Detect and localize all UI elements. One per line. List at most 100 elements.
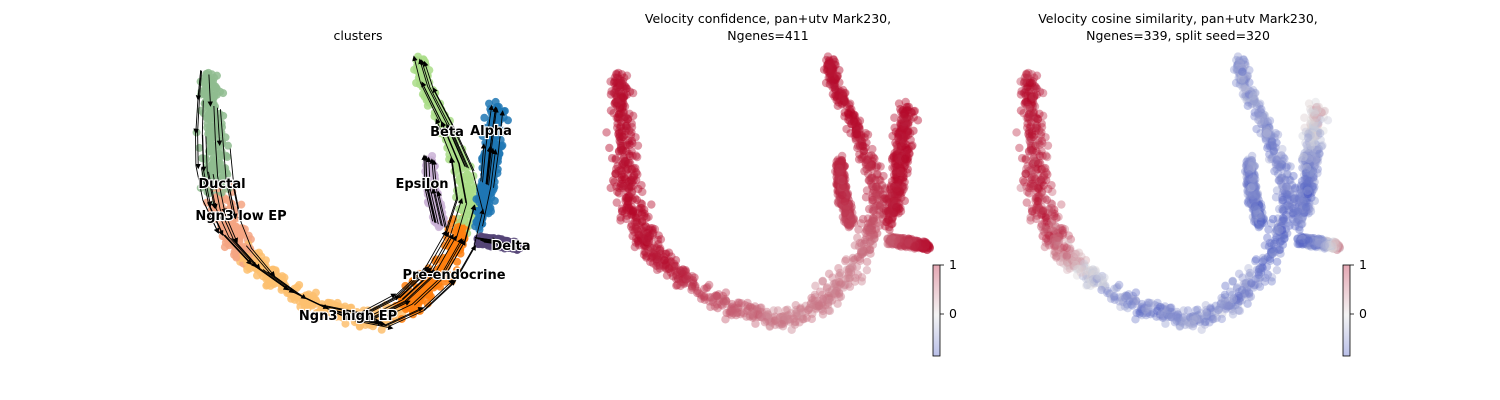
confidence-point: [843, 108, 853, 118]
cosine-point: [1197, 325, 1206, 334]
streamline: [440, 121, 467, 204]
cell-point: [435, 282, 444, 291]
confidence-point: [818, 290, 827, 300]
cell-point: [487, 242, 496, 251]
colorbar-2: 1 0: [932, 257, 957, 357]
confidence-point: [611, 97, 620, 107]
panel-velocity-cosine-similarity: Velocity cosine similarity, pan+utv Mark…: [1012, 11, 1367, 357]
cell-point: [214, 159, 223, 168]
confidence-point: [614, 78, 623, 87]
confidence-point: [796, 305, 806, 314]
cell-point: [238, 226, 247, 235]
cell-point: [423, 101, 432, 110]
streamline: [320, 293, 397, 314]
cell-point: [223, 153, 232, 162]
streamline: [423, 280, 456, 311]
cosine-point: [1047, 180, 1056, 190]
cell-point: [222, 195, 231, 204]
cell-point: [484, 133, 493, 142]
cell-point: [303, 304, 312, 313]
confidence-point: [863, 160, 873, 169]
confidence-point: [611, 90, 620, 100]
confidence-point: [634, 205, 643, 214]
confidence-point: [687, 285, 696, 295]
streamline: [370, 270, 438, 319]
streamline: [436, 190, 448, 229]
confidence-point: [870, 154, 879, 163]
cell-point: [224, 205, 233, 214]
confidence-point: [616, 216, 625, 225]
confidence-point: [620, 208, 629, 218]
confidence-point: [831, 279, 841, 289]
confidence-point: [790, 318, 799, 327]
cell-point: [453, 257, 462, 266]
confidence-point: [631, 175, 641, 185]
confidence-point: [645, 231, 655, 240]
cell-point: [215, 151, 224, 160]
confidence-point: [859, 239, 869, 249]
cell-point: [491, 97, 500, 106]
streamline: [445, 123, 466, 167]
confidence-point: [889, 152, 898, 162]
streamline: [229, 148, 243, 223]
confidence-point: [869, 186, 878, 195]
confidence-point: [854, 122, 864, 131]
confidence-point: [870, 234, 879, 244]
confidence-point: [605, 143, 614, 153]
confidence-point: [678, 277, 688, 286]
confidence-point: [672, 281, 681, 290]
confidence-point: [647, 200, 656, 209]
confidence-point: [905, 129, 915, 138]
confidence-point: [865, 227, 874, 237]
confidence-point: [828, 67, 837, 77]
confidence-point: [622, 140, 631, 150]
confidence-point: [831, 60, 840, 70]
confidence-point: [850, 254, 860, 264]
confidence-point: [638, 187, 647, 197]
confidence-point: [751, 319, 760, 328]
confidence-point: [637, 217, 647, 226]
confidence-point: [862, 138, 871, 147]
confidence-point: [618, 182, 628, 191]
streamline: [475, 237, 518, 248]
cluster-label-beta: Beta: [430, 125, 464, 140]
cell-point: [217, 131, 226, 140]
confidence-point: [834, 92, 844, 101]
cell-point: [459, 215, 468, 224]
confidence-point: [862, 186, 872, 195]
confidence-point: [622, 211, 632, 220]
colorbar-2-bar: [932, 264, 941, 357]
confidence-point: [627, 187, 637, 196]
confidence-point: [858, 247, 868, 257]
cell-point: [463, 170, 472, 179]
confidence-point: [840, 112, 849, 121]
confidence-point: [840, 108, 849, 117]
cell-point: [472, 195, 481, 204]
confidence-point: [844, 110, 854, 119]
cell-point: [418, 286, 427, 295]
confidence-point: [860, 235, 870, 245]
cell-point: [490, 183, 499, 192]
confidence-point: [630, 227, 639, 237]
confidence-point: [615, 122, 625, 132]
confidence-point: [637, 180, 646, 190]
panel-1-title: clusters: [333, 28, 382, 43]
confidence-point: [650, 225, 660, 234]
cell-point: [455, 226, 464, 235]
streamline: [193, 70, 202, 135]
cell-point: [295, 280, 304, 289]
confidence-point: [612, 198, 621, 207]
streamline: [426, 185, 437, 224]
confidence-point: [868, 188, 878, 198]
confidence-point: [799, 314, 808, 324]
confidence-point: [834, 164, 844, 173]
confidence-point: [622, 121, 632, 130]
confidence-point: [619, 107, 628, 117]
confidence-point: [846, 268, 856, 277]
confidence-point: [864, 162, 874, 172]
confidence-point: [639, 250, 649, 259]
confidence-point: [638, 207, 647, 217]
confidence-point: [714, 290, 723, 299]
cell-point: [195, 143, 204, 152]
confidence-point: [764, 313, 773, 322]
